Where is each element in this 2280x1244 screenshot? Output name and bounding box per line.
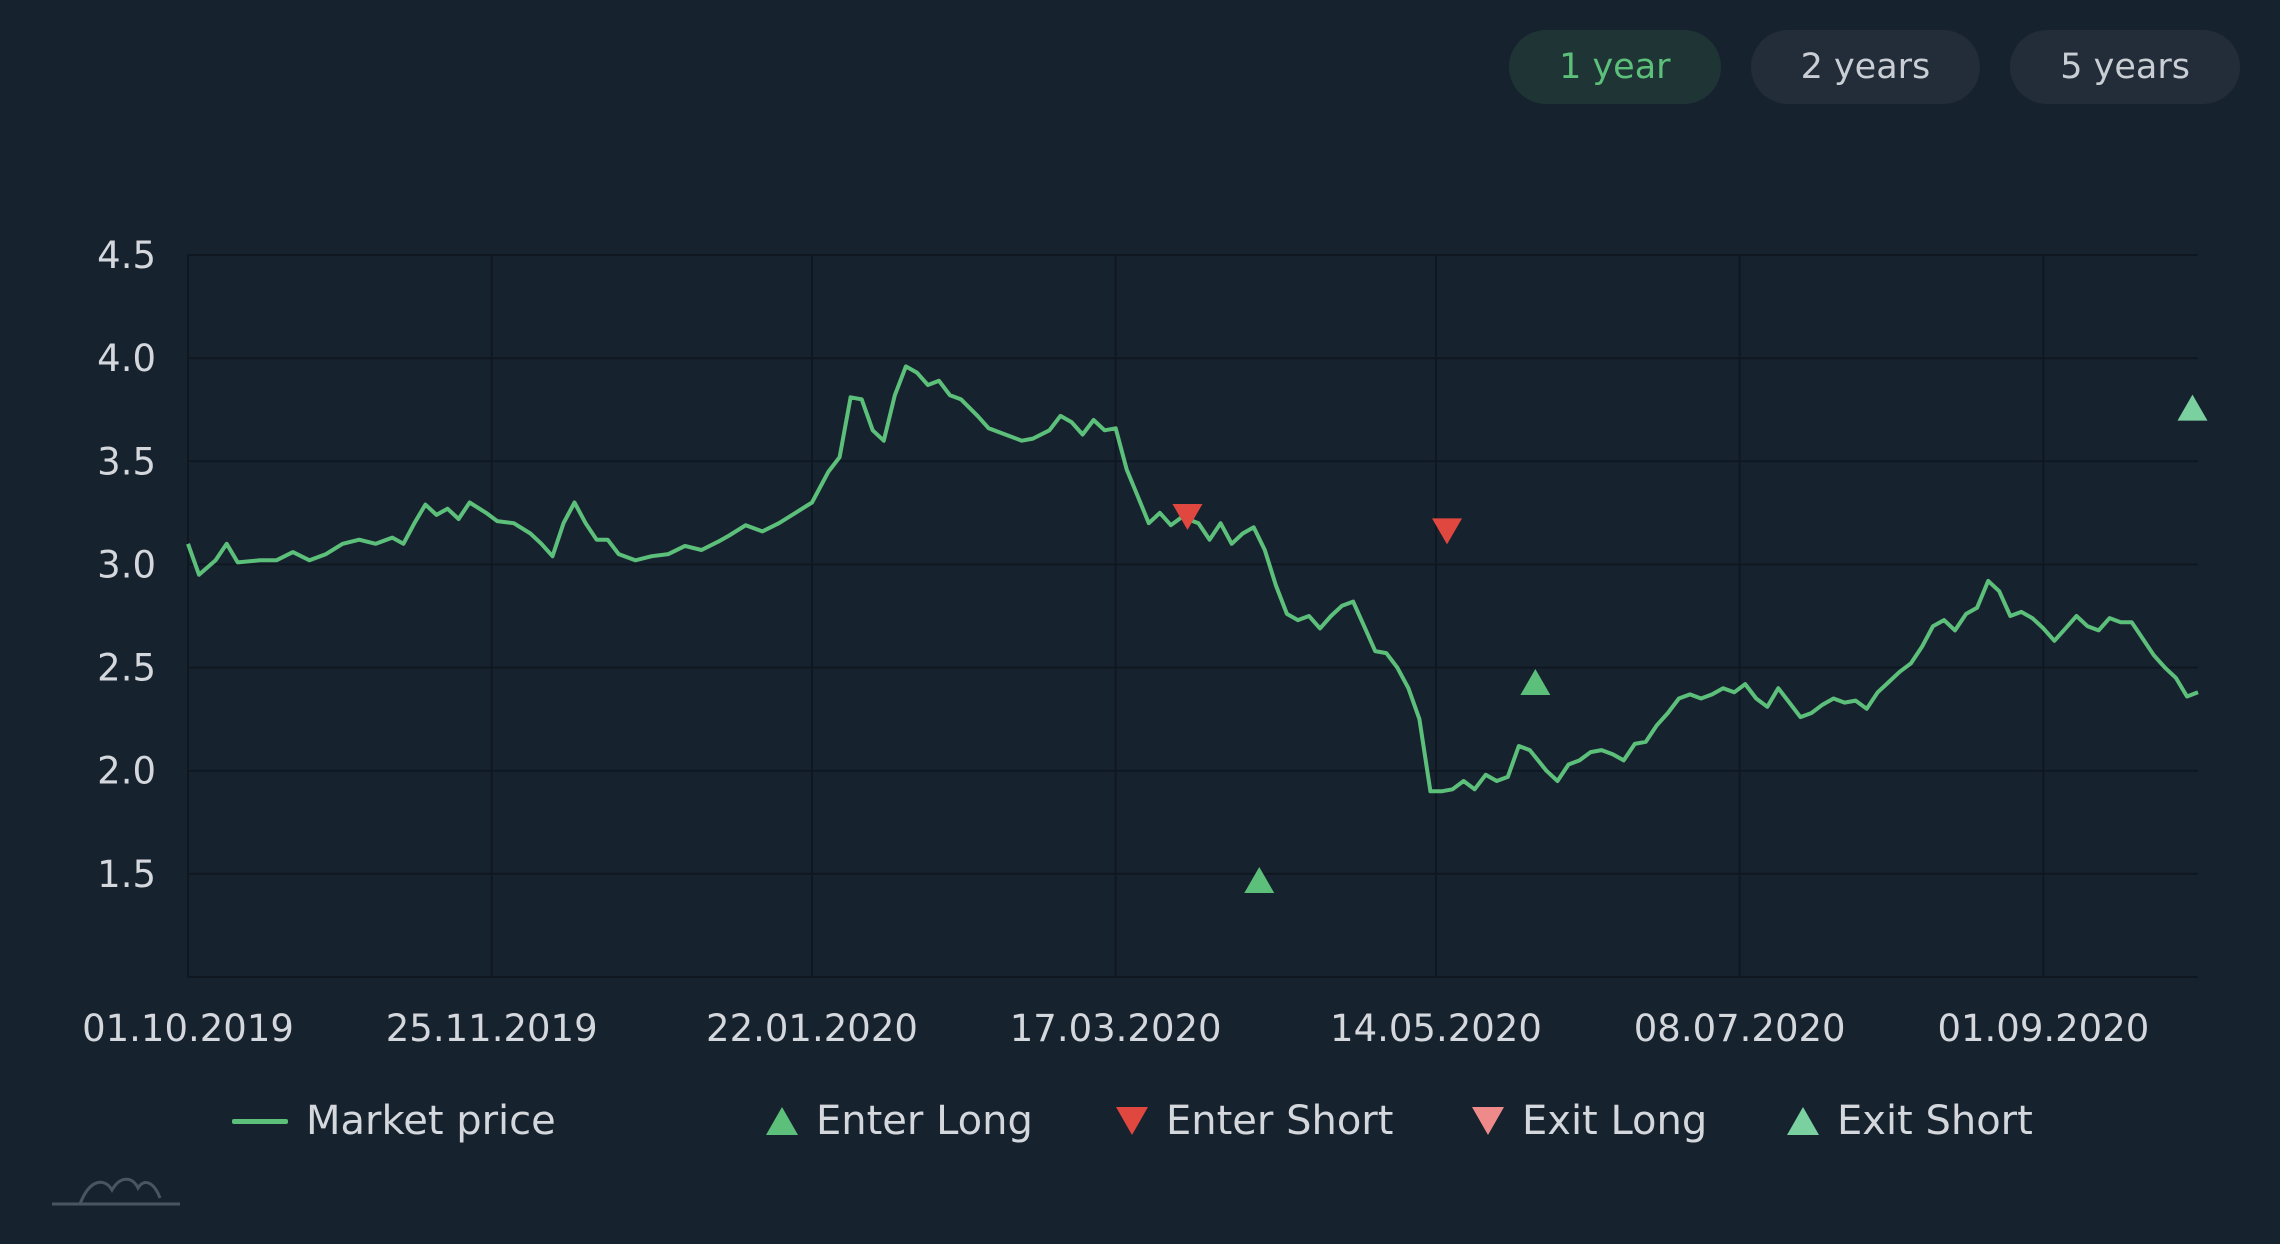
line-swatch-icon [232, 1118, 288, 1124]
y-tick-label: 2.0 [97, 750, 156, 793]
x-tick-label: 22.01.2020 [706, 1007, 918, 1050]
y-tick-label: 3.5 [97, 440, 156, 483]
x-tick-label: 01.09.2020 [1937, 1007, 2149, 1050]
y-tick-label: 4.5 [97, 234, 156, 277]
enter-long-marker [1244, 867, 1275, 894]
legend-item-exit-short[interactable]: Exit Short [1787, 1098, 2033, 1144]
triangle-up-icon [766, 1107, 798, 1135]
x-tick-label: 17.03.2020 [1010, 1007, 1222, 1050]
x-tick-label: 08.07.2020 [1634, 1007, 1846, 1050]
x-tick-label: 25.11.2019 [386, 1007, 598, 1050]
legend-label-exit-long: Exit Long [1522, 1098, 1708, 1144]
legend-label-market-price: Market price [306, 1098, 556, 1144]
y-tick-label: 4.0 [97, 337, 156, 380]
legend-item-market-price[interactable]: Market price [232, 1098, 556, 1144]
range-button-5-years[interactable]: 5 years [2010, 30, 2240, 104]
y-tick-label: 1.5 [97, 853, 156, 896]
legend-label-enter-long: Enter Long [816, 1098, 1033, 1144]
triangle-down-icon [1116, 1107, 1148, 1135]
enter-long-marker [1520, 669, 1551, 696]
range-button-2-years[interactable]: 2 years [1750, 30, 1981, 104]
legend-item-enter-long[interactable]: Enter Long [766, 1098, 1033, 1144]
legend-item-exit-long[interactable]: Exit Long [1472, 1098, 1707, 1144]
time-range-selector: 1 year 2 years 5 years [1509, 30, 2240, 104]
legend-label-enter-short: Enter Short [1166, 1098, 1394, 1144]
legend-label-exit-short: Exit Short [1837, 1098, 2033, 1144]
x-tick-label: 01.10.2019 [82, 1007, 294, 1050]
exit-short-marker [2177, 394, 2208, 421]
market-price-line [186, 364, 2199, 794]
y-tick-label: 2.5 [97, 647, 156, 690]
legend-item-enter-short[interactable]: Enter Short [1116, 1098, 1393, 1144]
x-tick-label: 14.05.2020 [1330, 1007, 1542, 1050]
enter-short-marker [1432, 518, 1463, 545]
brand-logo-icon [52, 1177, 180, 1206]
enter-short-marker [1172, 503, 1203, 530]
chart-legend: Market price Enter Long Enter Short Exit… [0, 1098, 2280, 1168]
triangle-down-icon [1472, 1107, 1504, 1135]
y-tick-label: 3.0 [97, 543, 156, 586]
range-button-1-year[interactable]: 1 year [1509, 30, 1721, 104]
triangle-up-icon [1787, 1107, 1819, 1135]
